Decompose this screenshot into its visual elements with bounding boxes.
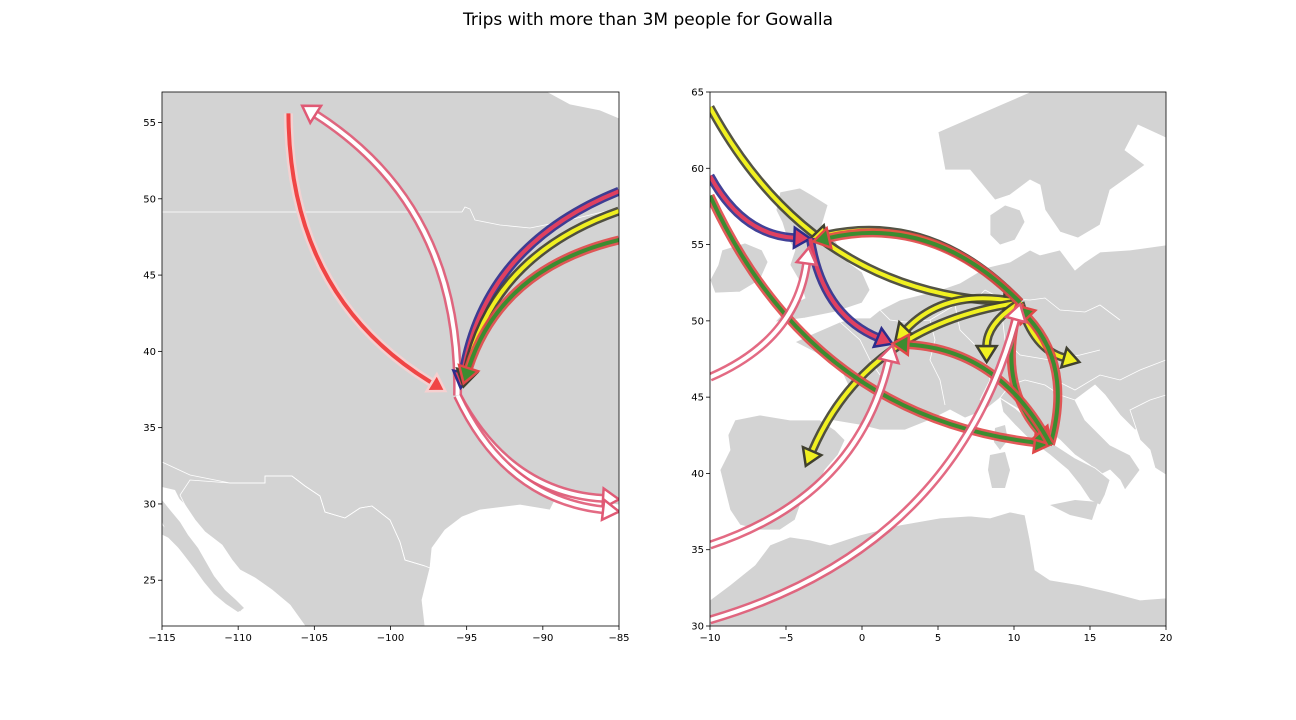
- land-sardinia: [988, 452, 1010, 488]
- x-tick-label: 10: [1008, 633, 1021, 644]
- y-tick-label: 65: [691, 88, 704, 99]
- trip-arrow-head: [792, 225, 813, 250]
- trip-arrow: [300, 104, 463, 396]
- trip-arrow-body: [466, 238, 619, 369]
- trip-layer-north-america: [283, 104, 619, 522]
- land-denmark: [989, 204, 1026, 246]
- y-tick-label: 35: [691, 545, 704, 556]
- y-tick-label: 50: [143, 194, 156, 205]
- y-tick-label: 25: [143, 576, 156, 587]
- trip-arrow: [805, 237, 895, 349]
- land-scandinavia: [937, 92, 1166, 239]
- x-tick-label: −110: [224, 633, 251, 644]
- border-great-lakes: [461, 206, 619, 229]
- x-tick-label: −105: [301, 633, 328, 644]
- trip-arrow-head: [801, 445, 824, 468]
- y-tick-label: 60: [691, 164, 704, 175]
- trip-arrow-body: [710, 360, 891, 548]
- trip-arrow-body: [808, 238, 879, 340]
- y-tick-label: 40: [143, 347, 156, 358]
- land-north-africa: [710, 511, 1166, 626]
- y-tick-label: 35: [143, 423, 156, 434]
- x-tick-label: 5: [935, 633, 941, 644]
- trip-arrow: [710, 301, 1028, 625]
- y-tick-label: 30: [691, 622, 704, 633]
- y-tick-label: 40: [691, 469, 704, 480]
- trip-arrow: [710, 173, 813, 250]
- trip-arrow-head: [457, 363, 481, 386]
- x-tick-label: −100: [377, 633, 404, 644]
- land-mexico-west-coast: [162, 487, 250, 612]
- axes-north-america: −115 −110 −105 −100 −95 −90 −85 25 30 35 40 45 50 55: [143, 118, 629, 644]
- y-tick-label: 45: [143, 271, 156, 282]
- axes-europe: −10 −5 0 5 10 15 20 30 35 40 45 50 55 60 65: [691, 88, 1172, 645]
- map-panel-north-america: −115 −110 −105 −100 −95 −90 −85 25 30 35 40 45 50 55: [143, 91, 630, 644]
- land-gulf-fill: [422, 496, 619, 626]
- trip-arrow: [710, 342, 901, 550]
- x-tick-label: 0: [859, 633, 865, 644]
- x-tick-label: −115: [148, 633, 175, 644]
- trip-arrow-body: [1026, 315, 1060, 445]
- trip-arrow-body: [286, 113, 433, 385]
- x-tick-label: −90: [532, 633, 553, 644]
- trip-arrow-head: [811, 225, 833, 250]
- trip-arrow-head: [1003, 301, 1028, 324]
- trip-arrow-head: [1059, 345, 1082, 370]
- trip-arrow-head: [876, 342, 901, 365]
- land-sicily: [1050, 500, 1098, 520]
- trip-arrow-head: [871, 325, 895, 349]
- trip-layer-europe: [710, 105, 1082, 625]
- trip-arrow-body: [710, 263, 809, 380]
- x-tick-label: −10: [699, 633, 720, 644]
- y-tick-label: 45: [691, 393, 704, 404]
- y-tick-label: 55: [691, 240, 704, 251]
- trip-arrow: [811, 225, 1024, 306]
- trip-arrow-body: [828, 230, 1022, 304]
- land-baja-peninsula: [162, 500, 244, 612]
- trip-arrow-body: [710, 194, 1035, 445]
- y-tick-label: 55: [143, 118, 156, 129]
- trip-arrow-body: [455, 394, 604, 512]
- trip-arrow: [453, 393, 619, 522]
- y-tick-label: 50: [691, 316, 704, 327]
- x-tick-label: −95: [456, 633, 477, 644]
- trip-arrow-head: [794, 245, 819, 267]
- x-tick-label: 15: [1084, 633, 1097, 644]
- trip-arrow-body: [908, 342, 1053, 446]
- trip-arrow-body: [710, 174, 795, 240]
- trip-arrow: [890, 332, 1055, 447]
- trip-arrow-head: [300, 104, 324, 126]
- trip-arrow-head: [974, 344, 999, 365]
- trip-arrow: [710, 245, 819, 382]
- trip-arrow-body: [710, 318, 1018, 622]
- trip-arrow-body: [905, 296, 1021, 331]
- trip-arrow-head: [424, 371, 448, 393]
- border-us-mexico: [162, 461, 426, 567]
- trip-arrow-body: [710, 106, 1005, 304]
- trip-arrow: [457, 235, 619, 386]
- trip-arrow: [283, 113, 448, 393]
- trip-arrow-head: [600, 497, 619, 522]
- map-panel-europe: −10 −5 0 5 10 15 20 30 35 40 45 50 55 60 65: [691, 88, 1172, 645]
- land-balkans: [1129, 394, 1166, 476]
- x-tick-label: −5: [779, 633, 794, 644]
- trip-arrow-body: [461, 189, 619, 373]
- figure-title: Trips with more than 3M people for Gowal…: [462, 10, 834, 30]
- trip-arrow-body: [314, 112, 460, 396]
- x-tick-label: 20: [1160, 633, 1173, 644]
- trip-arrow-head: [890, 332, 911, 357]
- y-tick-label: 30: [143, 499, 156, 510]
- x-tick-label: −85: [608, 633, 629, 644]
